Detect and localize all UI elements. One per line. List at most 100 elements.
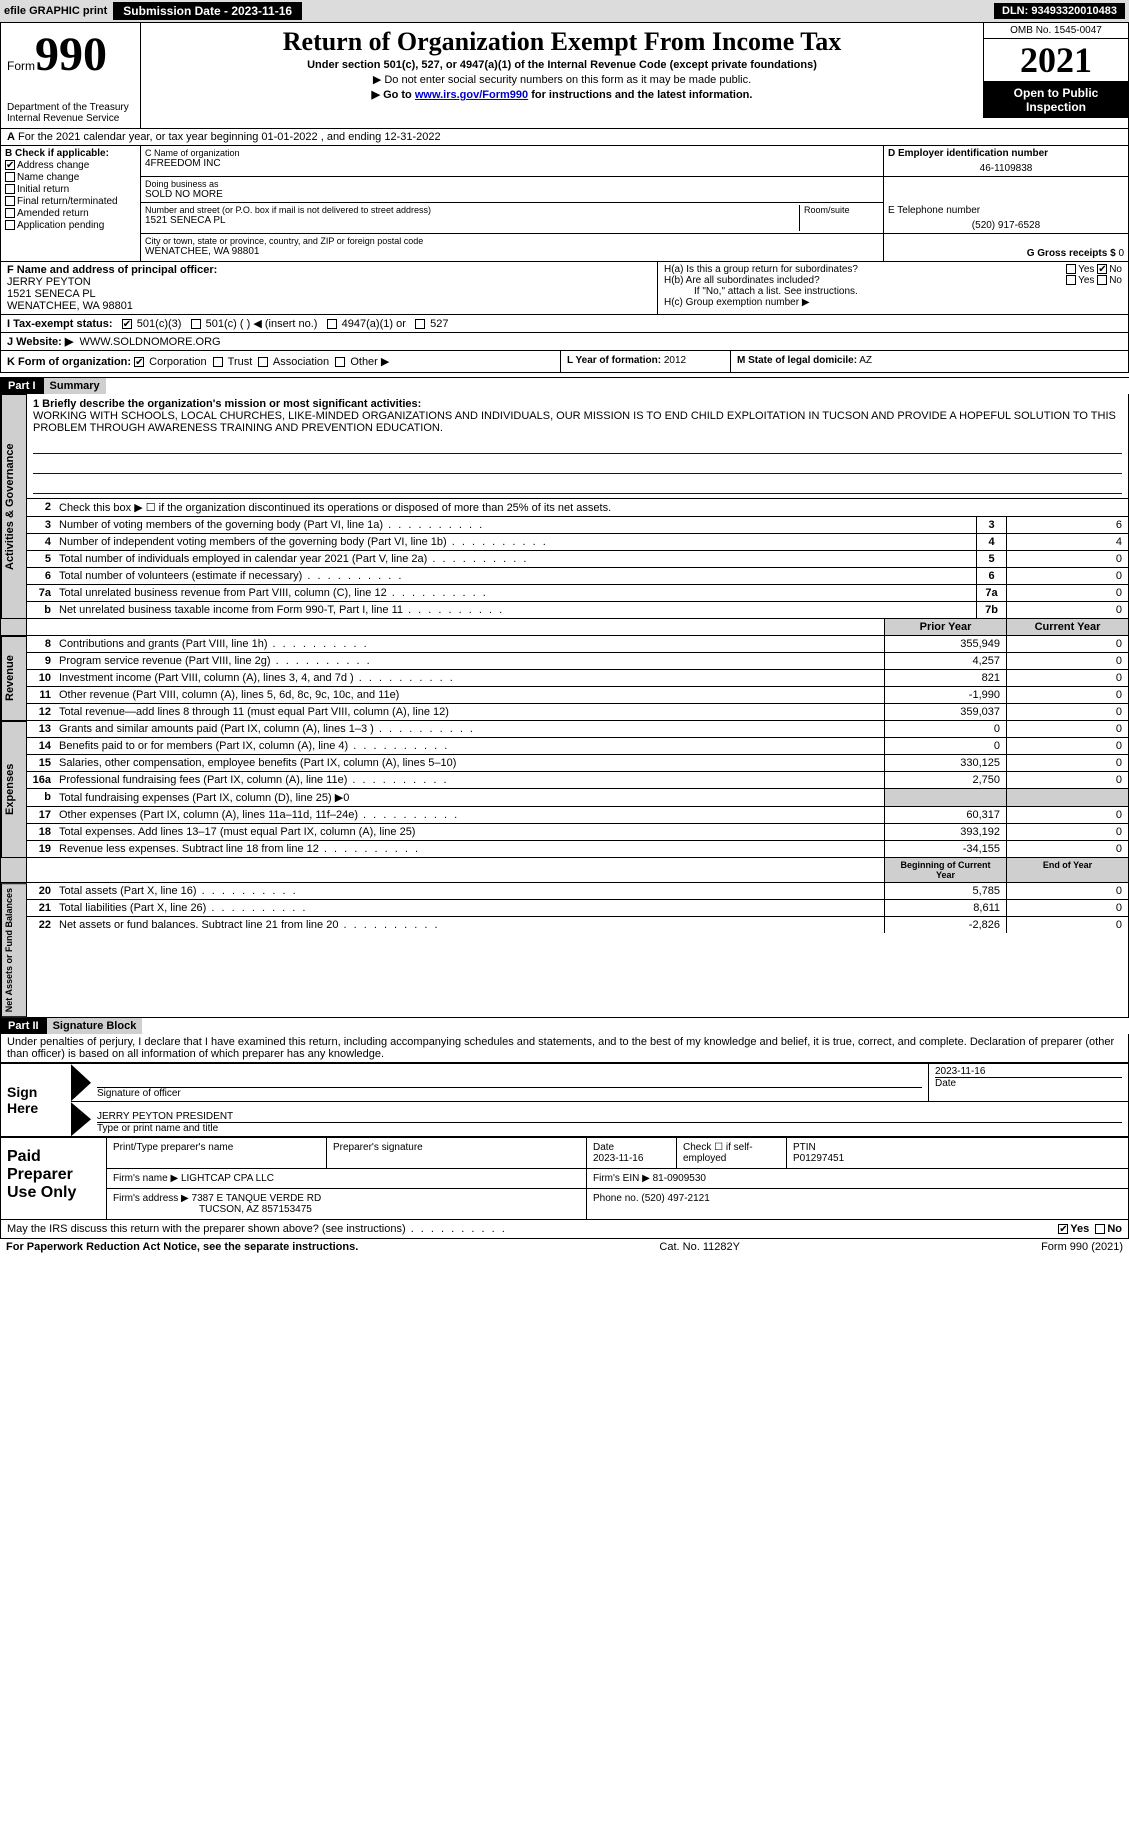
check-final[interactable]: [5, 196, 15, 206]
discuss-row: May the IRS discuss this return with the…: [0, 1220, 1129, 1239]
check-other[interactable]: [335, 357, 345, 367]
l20-curr: 0: [1006, 883, 1128, 899]
phone-value: (520) 917-6528: [888, 216, 1124, 231]
l16b-shade1: [884, 789, 1006, 806]
part2-bar: Part IISignature Block: [0, 1018, 1129, 1034]
line-6-text: Total number of volunteers (estimate if …: [55, 568, 976, 584]
goto-post: for instructions and the latest informat…: [528, 89, 752, 101]
vtab-governance: Activities & Governance: [1, 394, 27, 619]
ha-no-label: No: [1109, 264, 1122, 275]
line-7a-val: 0: [1006, 585, 1128, 601]
irs-link[interactable]: www.irs.gov/Form990: [415, 89, 528, 101]
signature-declaration: Under penalties of perjury, I declare th…: [0, 1034, 1129, 1062]
l12-curr: 0: [1006, 704, 1128, 720]
check-501c[interactable]: [191, 319, 201, 329]
line-7a-text: Total unrelated business revenue from Pa…: [55, 585, 976, 601]
check-amended[interactable]: [5, 208, 15, 218]
hb-no[interactable]: [1097, 275, 1107, 285]
line-4-val: 4: [1006, 534, 1128, 550]
label-other: Other ▶: [350, 356, 389, 368]
check-initial[interactable]: [5, 184, 15, 194]
l22-curr: 0: [1006, 917, 1128, 933]
l9-curr: 0: [1006, 653, 1128, 669]
l19-prior: -34,155: [884, 841, 1006, 857]
ha-yes[interactable]: [1066, 264, 1076, 274]
discuss-yes[interactable]: [1058, 1224, 1068, 1234]
ein-value: 46-1109838: [888, 159, 1124, 174]
firm-ein: 81-0909530: [653, 1173, 706, 1184]
prep-sig-label: Preparer's signature: [326, 1138, 586, 1168]
check-corp[interactable]: [134, 357, 144, 367]
sign-date-label: Date: [935, 1077, 1122, 1089]
part1-header: Part I: [0, 378, 44, 394]
sign-here-label: Sign Here: [1, 1064, 71, 1136]
ssn-note: ▶ Do not enter social security numbers o…: [147, 73, 977, 86]
l20-text: Total assets (Part X, line 16): [55, 883, 884, 899]
label-501c: 501(c) ( ) ◀ (insert no.): [206, 318, 318, 330]
check-address-change[interactable]: [5, 160, 15, 170]
check-assoc[interactable]: [258, 357, 268, 367]
l14-text: Benefits paid to or for members (Part IX…: [55, 738, 884, 754]
city-label: City or town, state or province, country…: [145, 236, 879, 246]
l12-prior: 359,037: [884, 704, 1006, 720]
box-f-label: F Name and address of principal officer:: [7, 264, 217, 276]
l10-curr: 0: [1006, 670, 1128, 686]
omb-number: OMB No. 1545-0047: [984, 23, 1128, 39]
part1-title: Summary: [44, 378, 106, 394]
org-name: 4FREEDOM INC: [145, 158, 879, 169]
check-app-pending[interactable]: [5, 220, 15, 230]
mission-blank-line: [33, 480, 1122, 494]
l10-prior: 821: [884, 670, 1006, 686]
line-2: Check this box ▶ ☐ if the organization d…: [55, 499, 1128, 516]
label-corp: Corporation: [149, 356, 206, 368]
l15-text: Salaries, other compensation, employee b…: [55, 755, 884, 771]
check-4947[interactable]: [327, 319, 337, 329]
l18-prior: 393,192: [884, 824, 1006, 840]
label-501c3: 501(c)(3): [137, 318, 182, 330]
line-7b-val: 0: [1006, 602, 1128, 618]
prior-year-header: Prior Year: [884, 619, 1006, 635]
ha-no[interactable]: [1097, 264, 1107, 274]
revenue-section: Revenue 8Contributions and grants (Part …: [0, 636, 1129, 721]
check-527[interactable]: [415, 319, 425, 329]
l16a-text: Professional fundraising fees (Part IX, …: [55, 772, 884, 788]
hc-label: H(c) Group exemption number ▶: [664, 297, 1122, 308]
room-label: Room/suite: [804, 205, 879, 215]
mission-blank-line: [33, 460, 1122, 474]
submission-date-button[interactable]: Submission Date - 2023-11-16: [113, 2, 302, 20]
ptin-value: P01297451: [793, 1153, 844, 1164]
l18-curr: 0: [1006, 824, 1128, 840]
officer-signature-label: Signature of officer: [97, 1087, 922, 1099]
paid-preparer-block: Paid Preparer Use Only Print/Type prepar…: [0, 1137, 1129, 1220]
sign-here-block: Sign Here Signature of officer 2023-11-1…: [0, 1062, 1129, 1137]
l13-text: Grants and similar amounts paid (Part IX…: [55, 721, 884, 737]
l8-prior: 355,949: [884, 636, 1006, 652]
line-4-text: Number of independent voting members of …: [55, 534, 976, 550]
irs-label: Internal Revenue Service: [7, 113, 134, 124]
net-assets-section: Net Assets or Fund Balances 20Total asse…: [0, 883, 1129, 1018]
paid-preparer-label: Paid Preparer Use Only: [1, 1138, 106, 1219]
hb-yes[interactable]: [1066, 275, 1076, 285]
label-assoc: Association: [273, 356, 329, 368]
label-initial: Initial return: [17, 184, 69, 195]
check-501c3[interactable]: [122, 319, 132, 329]
l16a-curr: 0: [1006, 772, 1128, 788]
discuss-no[interactable]: [1095, 1224, 1105, 1234]
officer-addr2: WENATCHEE, WA 98801: [7, 300, 651, 312]
form-footer: Form 990 (2021): [1041, 1241, 1123, 1253]
check-name-change[interactable]: [5, 172, 15, 182]
printed-name-label: Type or print name and title: [97, 1122, 1122, 1134]
efile-label: efile GRAPHIC print: [4, 5, 107, 17]
label-app-pending: Application pending: [17, 220, 104, 231]
ha-yes-label: Yes: [1078, 264, 1094, 275]
check-trust[interactable]: [213, 357, 223, 367]
l12-text: Total revenue—add lines 8 through 11 (mu…: [55, 704, 884, 720]
label-final: Final return/terminated: [17, 196, 118, 207]
l10-text: Investment income (Part VIII, column (A)…: [55, 670, 884, 686]
form-word: Form: [7, 59, 35, 73]
form-number: 990: [35, 28, 107, 81]
hb-no-label: No: [1109, 275, 1122, 286]
line-5-val: 0: [1006, 551, 1128, 567]
city-value: WENATCHEE, WA 98801: [145, 246, 879, 257]
line-7b-text: Net unrelated business taxable income fr…: [55, 602, 976, 618]
